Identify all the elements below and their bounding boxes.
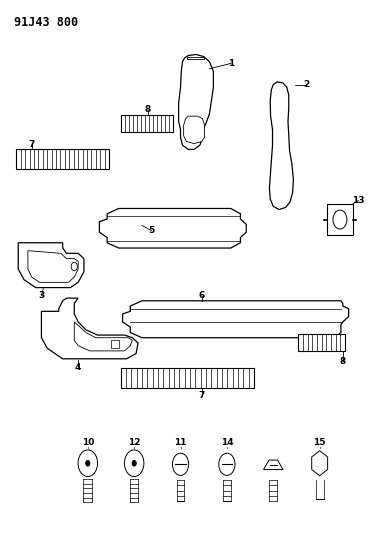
Text: 3: 3 bbox=[38, 291, 45, 300]
Text: 12: 12 bbox=[128, 438, 140, 447]
Text: 8: 8 bbox=[340, 357, 346, 366]
Bar bbox=[298, 334, 345, 351]
Polygon shape bbox=[123, 301, 348, 338]
Circle shape bbox=[333, 210, 347, 229]
Polygon shape bbox=[327, 204, 352, 235]
Circle shape bbox=[85, 461, 90, 466]
Polygon shape bbox=[74, 322, 132, 351]
Text: 10: 10 bbox=[82, 438, 94, 447]
Polygon shape bbox=[269, 82, 293, 209]
Text: 13: 13 bbox=[352, 196, 365, 205]
Polygon shape bbox=[28, 251, 78, 282]
Polygon shape bbox=[263, 460, 283, 470]
Text: 15: 15 bbox=[314, 438, 326, 447]
Circle shape bbox=[219, 453, 235, 475]
Text: 11: 11 bbox=[174, 438, 187, 447]
Text: 91J43 800: 91J43 800 bbox=[15, 16, 78, 29]
Polygon shape bbox=[42, 298, 138, 359]
Polygon shape bbox=[183, 116, 205, 143]
Polygon shape bbox=[18, 243, 84, 288]
Polygon shape bbox=[187, 56, 204, 59]
Text: 14: 14 bbox=[221, 438, 233, 447]
Polygon shape bbox=[100, 208, 246, 248]
Bar bbox=[121, 115, 173, 132]
Text: 2: 2 bbox=[303, 80, 309, 89]
Circle shape bbox=[132, 461, 136, 466]
Circle shape bbox=[124, 450, 144, 477]
Text: 8: 8 bbox=[145, 106, 151, 115]
Text: 1: 1 bbox=[228, 59, 234, 68]
Circle shape bbox=[71, 262, 77, 271]
Circle shape bbox=[172, 453, 189, 475]
Bar bbox=[16, 149, 109, 169]
Text: 7: 7 bbox=[199, 391, 205, 400]
Text: 4: 4 bbox=[75, 364, 81, 372]
Polygon shape bbox=[179, 54, 213, 149]
Bar bbox=[111, 341, 119, 348]
Text: 5: 5 bbox=[149, 226, 155, 235]
Text: 6: 6 bbox=[199, 291, 205, 300]
Circle shape bbox=[78, 450, 98, 477]
Bar bbox=[121, 368, 254, 388]
Text: 7: 7 bbox=[29, 140, 35, 149]
